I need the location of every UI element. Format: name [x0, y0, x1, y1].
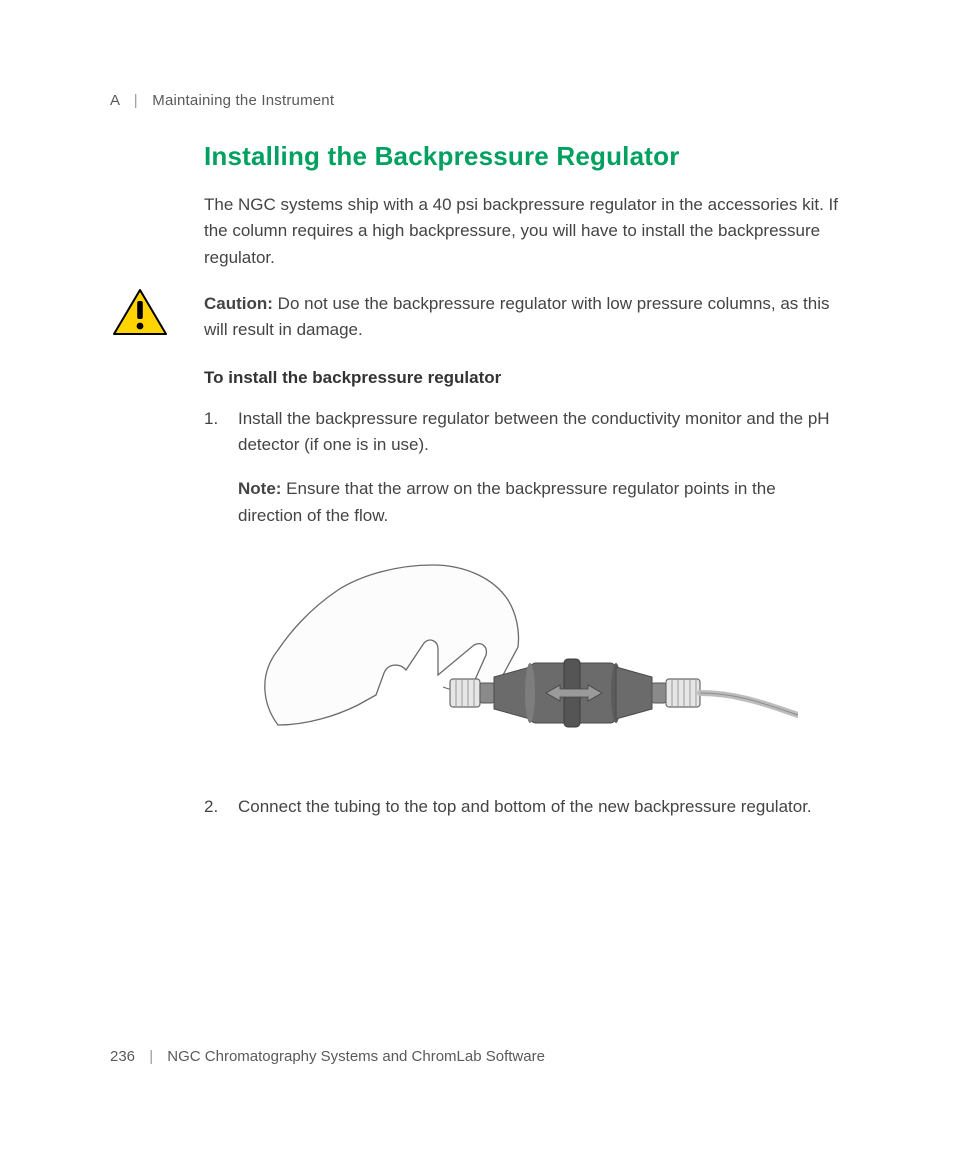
footer-separator: |	[149, 1048, 153, 1065]
step-1-number: 1.	[204, 406, 238, 459]
breadcrumb: A | Maintaining the Instrument	[110, 92, 844, 109]
note-label: Note:	[238, 479, 281, 498]
content-area: Installing the Backpressure Regulator Th…	[204, 141, 844, 820]
page-footer: 236 | NGC Chromatography Systems and Chr…	[110, 1048, 545, 1065]
caution-block: Caution: Do not use the backpressure reg…	[204, 291, 844, 344]
caution-text: Caution: Do not use the backpressure reg…	[204, 291, 844, 344]
warning-icon	[112, 287, 168, 337]
caution-body: Do not use the backpressure regulator wi…	[204, 294, 829, 339]
procedure-heading: To install the backpressure regulator	[204, 368, 844, 388]
page-title: Installing the Backpressure Regulator	[204, 141, 844, 172]
step-2-number: 2.	[204, 794, 238, 820]
step-2-text: Connect the tubing to the top and bottom…	[238, 794, 844, 820]
breadcrumb-separator: |	[134, 92, 138, 109]
note-block: Note: Ensure that the arrow on the backp…	[238, 476, 844, 529]
step-1: 1. Install the backpressure regulator be…	[204, 406, 844, 459]
note-body: Ensure that the arrow on the backpressur…	[238, 479, 776, 524]
breadcrumb-section: Maintaining the Instrument	[152, 92, 334, 109]
footer-doc-title: NGC Chromatography Systems and ChromLab …	[167, 1048, 545, 1065]
breadcrumb-appendix: A	[110, 92, 119, 109]
step-1-text: Install the backpressure regulator betwe…	[238, 406, 844, 459]
intro-paragraph: The NGC systems ship with a 40 psi backp…	[204, 192, 844, 271]
regulator-illustration	[238, 555, 798, 765]
page-number: 236	[110, 1048, 135, 1065]
step-2: 2. Connect the tubing to the top and bot…	[204, 794, 844, 820]
caution-label: Caution:	[204, 294, 273, 313]
page: A | Maintaining the Instrument Installin…	[0, 0, 954, 1159]
